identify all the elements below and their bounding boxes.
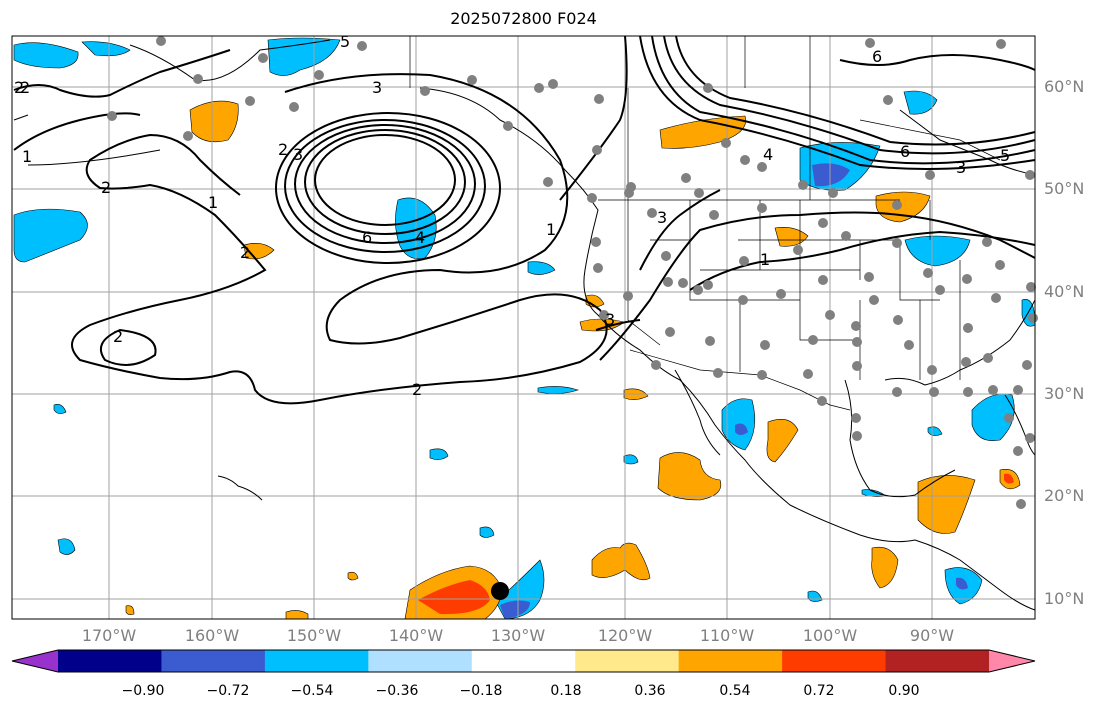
contour-value-label: 2 <box>101 178 112 197</box>
lat-label-20n: 20°N <box>1044 486 1085 505</box>
contour-value-label: 5 <box>1000 146 1011 165</box>
contour-value-label: 3 <box>605 310 616 329</box>
graticule <box>12 36 1035 619</box>
colorbar-tick-label: 0.18 <box>550 683 582 699</box>
colorbar-tick-label: 0.72 <box>803 683 835 699</box>
map-title: 2025072800 F024 <box>450 9 597 28</box>
contour-value-label: 4 <box>415 228 426 247</box>
lat-label-30n: 30°N <box>1044 384 1085 403</box>
contour-value-label: 4 <box>763 145 774 164</box>
colorbar-segment <box>161 650 266 672</box>
lon-label-170w: 170°W <box>81 626 137 645</box>
colorbar-segment <box>58 650 162 672</box>
colorbar-segment <box>575 650 680 672</box>
lon-label-160w: 160°W <box>184 626 240 645</box>
lat-label-60n: 60°N <box>1044 77 1085 96</box>
colorbar-segment <box>368 650 473 672</box>
lon-label-90w: 90°W <box>909 626 955 645</box>
lon-label-110w: 110°W <box>699 626 755 645</box>
colorbar-tick-label: 0.54 <box>719 683 751 699</box>
lon-label-130w: 130°W <box>490 626 546 645</box>
colorbar <box>11 649 1036 673</box>
political-borders <box>409 36 1001 411</box>
contour-lines <box>13 35 1036 405</box>
colorbar-tick-label: −0.54 <box>290 683 334 699</box>
lon-label-120w: 120°W <box>597 626 653 645</box>
colorbar-segment <box>885 650 990 672</box>
colorbar-segment <box>264 650 369 672</box>
contour-value-label: 2 <box>113 327 124 346</box>
contour-value-label: 5 <box>340 32 351 51</box>
colorbar-tick-label: 0.90 <box>888 683 920 699</box>
colorbar-tick-label: −0.18 <box>459 683 503 699</box>
contour-value-label: 1 <box>546 220 557 239</box>
colorbar-extend-high <box>989 650 1035 672</box>
colorbar-extend-low <box>12 650 58 672</box>
lon-label-100w: 100°W <box>802 626 858 645</box>
colorbar-tick-label: −0.90 <box>121 683 165 699</box>
contour-value-label: 2 <box>14 78 25 97</box>
map-frame <box>11 35 1036 620</box>
contour-value-label: 1 <box>22 147 33 166</box>
contour-value-label: 2 <box>20 78 31 97</box>
station-markers <box>107 36 1038 509</box>
contour-value-label: 3 <box>956 158 967 177</box>
contour-value-label: 2 <box>240 243 251 262</box>
contour-value-label: 2 <box>278 140 289 159</box>
contour-value-label: 3 <box>372 78 383 97</box>
storm-center-marker <box>491 582 509 600</box>
colorbar-tick-label: 0.36 <box>634 683 666 699</box>
contour-value-label: 2 <box>412 380 423 399</box>
lat-label-10n: 10°N <box>1044 589 1085 608</box>
lon-label-140w: 140°W <box>388 626 444 645</box>
colorbar-outline <box>11 649 1036 673</box>
colorbar-tick-label: −0.72 <box>206 683 250 699</box>
contour-value-label: 6 <box>900 142 911 161</box>
contour-value-label: 3 <box>293 145 304 164</box>
contour-value-label: 6 <box>362 228 373 247</box>
lat-label-40n: 40°N <box>1044 282 1085 301</box>
colorbar-segment <box>471 650 576 672</box>
lat-label-50n: 50°N <box>1044 179 1085 198</box>
colorbar-segment <box>678 650 783 672</box>
lon-label-150w: 150°W <box>286 626 342 645</box>
contour-value-label: 3 <box>657 208 668 227</box>
contour-value-label: 6 <box>872 47 883 66</box>
contour-value-label: 1 <box>760 250 771 269</box>
negative-anomaly-shading <box>13 37 1036 620</box>
colorbar-tick-label: −0.36 <box>375 683 419 699</box>
contour-value-label: 1 <box>208 193 219 212</box>
colorbar-segment <box>782 650 887 672</box>
